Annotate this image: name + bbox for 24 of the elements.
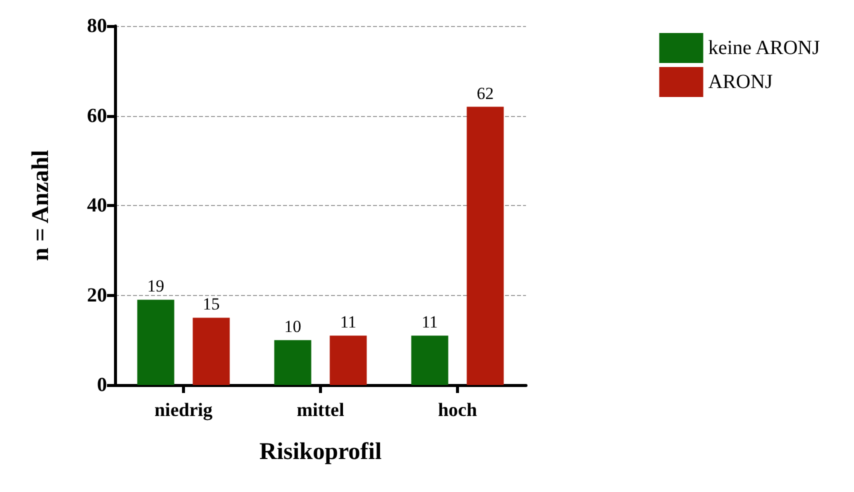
bar	[330, 336, 367, 385]
y-tick-label: 0	[97, 374, 107, 396]
bar	[411, 336, 448, 385]
x-tick-label: niedrig	[154, 400, 214, 421]
bar	[137, 300, 174, 385]
data-label: 11	[340, 312, 356, 332]
legend-label: keine ARONJ	[708, 37, 820, 59]
data-label: 62	[476, 84, 494, 103]
legend-label: ARONJ	[708, 71, 773, 93]
data-label: 19	[147, 276, 164, 296]
data-label: 15	[202, 294, 220, 314]
data-label: 11	[422, 312, 438, 332]
data-label: 10	[284, 317, 302, 336]
y-tick-label: 20	[87, 284, 107, 306]
y-tick-label: 60	[87, 104, 107, 127]
bar	[466, 106, 504, 385]
y-tick-label: 40	[87, 194, 107, 216]
y-axis-title: n = Anzahl	[28, 150, 54, 262]
bar	[192, 318, 230, 385]
x-tick-label: mittel	[296, 400, 344, 421]
y-tick-label: 80	[87, 15, 107, 37]
x-tick-label: hoch	[438, 400, 478, 421]
x-axis-title: Risikoprofil	[259, 439, 382, 465]
bar	[274, 340, 312, 385]
